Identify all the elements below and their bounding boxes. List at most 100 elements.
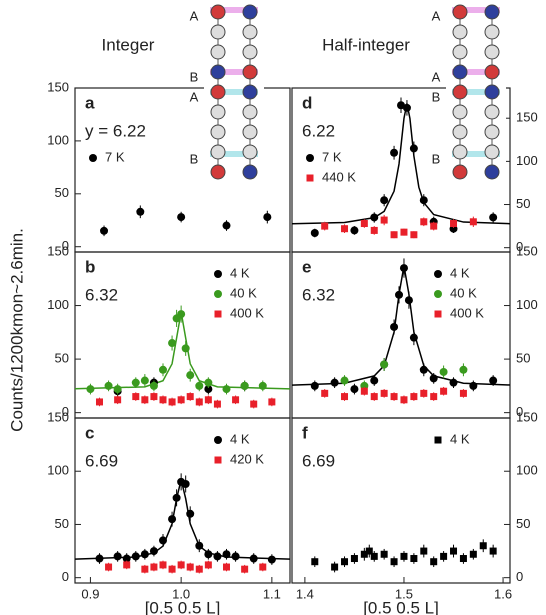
panel-frame <box>291 417 511 584</box>
marker <box>404 296 413 305</box>
marker <box>321 389 329 397</box>
marker <box>360 220 368 228</box>
marker <box>168 398 176 406</box>
x-tick-label: 1.5 <box>395 586 413 601</box>
marker <box>321 222 329 230</box>
marker <box>410 393 418 401</box>
y-tick-label: 0 <box>516 569 523 584</box>
marker <box>489 547 497 555</box>
y-tick-label: 50 <box>55 185 69 200</box>
atom <box>210 104 226 120</box>
marker <box>350 555 358 563</box>
y-tick-label: 50 <box>516 196 530 211</box>
marker <box>158 536 167 545</box>
marker <box>222 221 231 230</box>
legend-label: 4 K <box>450 431 470 446</box>
panel-letter: e <box>302 257 311 276</box>
y-tick-label: 0 <box>516 239 523 254</box>
panel-annotation: 6.69 <box>85 451 118 470</box>
layer-label: A <box>432 69 441 84</box>
atom <box>484 4 500 20</box>
marker <box>459 365 468 374</box>
marker <box>365 547 373 555</box>
marker <box>204 378 213 387</box>
marker <box>479 542 487 550</box>
marker <box>380 216 388 224</box>
marker <box>409 333 418 342</box>
marker <box>380 389 388 397</box>
x-axis-label: [0.5 0.5 L] <box>363 598 439 615</box>
marker <box>449 378 458 387</box>
marker <box>195 398 203 406</box>
atom <box>484 44 500 60</box>
y-tick-label: 100 <box>516 153 538 168</box>
marker <box>429 374 438 383</box>
marker <box>409 144 418 153</box>
layer-label: A <box>190 89 199 104</box>
marker <box>420 218 428 226</box>
marker <box>402 103 411 112</box>
marker <box>263 213 272 222</box>
marker <box>259 563 267 571</box>
layer-plane <box>452 69 500 75</box>
legend-marker <box>434 436 442 444</box>
legend-marker <box>214 290 222 298</box>
marker <box>370 213 379 222</box>
marker <box>489 376 498 385</box>
marker <box>131 552 140 561</box>
x-tick-label: 0.9 <box>81 586 99 601</box>
marker <box>430 393 438 401</box>
marker <box>410 231 418 239</box>
y-tick-label: 0 <box>516 404 523 419</box>
layer-plane <box>210 89 258 95</box>
marker <box>222 563 230 571</box>
marker <box>469 381 478 390</box>
atom <box>484 164 500 180</box>
marker <box>86 385 95 394</box>
layer-label: B <box>432 151 441 166</box>
atom <box>242 4 258 20</box>
y-tick-label: 150 <box>47 79 69 94</box>
marker <box>400 552 408 560</box>
layer-label: B <box>190 151 199 166</box>
marker <box>186 371 195 380</box>
marker <box>370 393 378 401</box>
marker <box>410 555 418 563</box>
marker <box>213 552 222 561</box>
panel-annotation: y = 6.22 <box>85 121 146 140</box>
marker <box>150 563 158 571</box>
marker <box>114 396 122 404</box>
marker <box>250 400 258 408</box>
marker <box>177 561 185 569</box>
panel-annotation: 6.32 <box>85 285 118 304</box>
marker <box>168 515 177 524</box>
marker <box>341 393 349 401</box>
atom <box>484 64 500 80</box>
marker <box>311 558 319 566</box>
legend-marker <box>214 436 222 444</box>
marker <box>331 563 339 571</box>
panel-frame <box>74 417 291 584</box>
marker <box>204 550 213 559</box>
atom <box>242 44 258 60</box>
panel-letter: d <box>302 93 312 112</box>
marker <box>232 396 240 404</box>
atom <box>242 144 258 160</box>
legend-label: 7 K <box>105 149 125 164</box>
marker <box>310 229 319 238</box>
atom <box>242 24 258 40</box>
marker <box>222 550 231 559</box>
marker <box>430 222 438 230</box>
y-tick-label: 100 <box>47 132 69 147</box>
atom <box>242 104 258 120</box>
atom <box>452 124 468 140</box>
marker <box>140 550 149 559</box>
atom <box>452 144 468 160</box>
column-title: Half-integer <box>322 35 410 54</box>
marker <box>131 378 140 387</box>
marker <box>390 322 399 331</box>
y-tick-label: 100 <box>516 297 538 312</box>
atom <box>210 4 226 20</box>
atom <box>210 24 226 40</box>
